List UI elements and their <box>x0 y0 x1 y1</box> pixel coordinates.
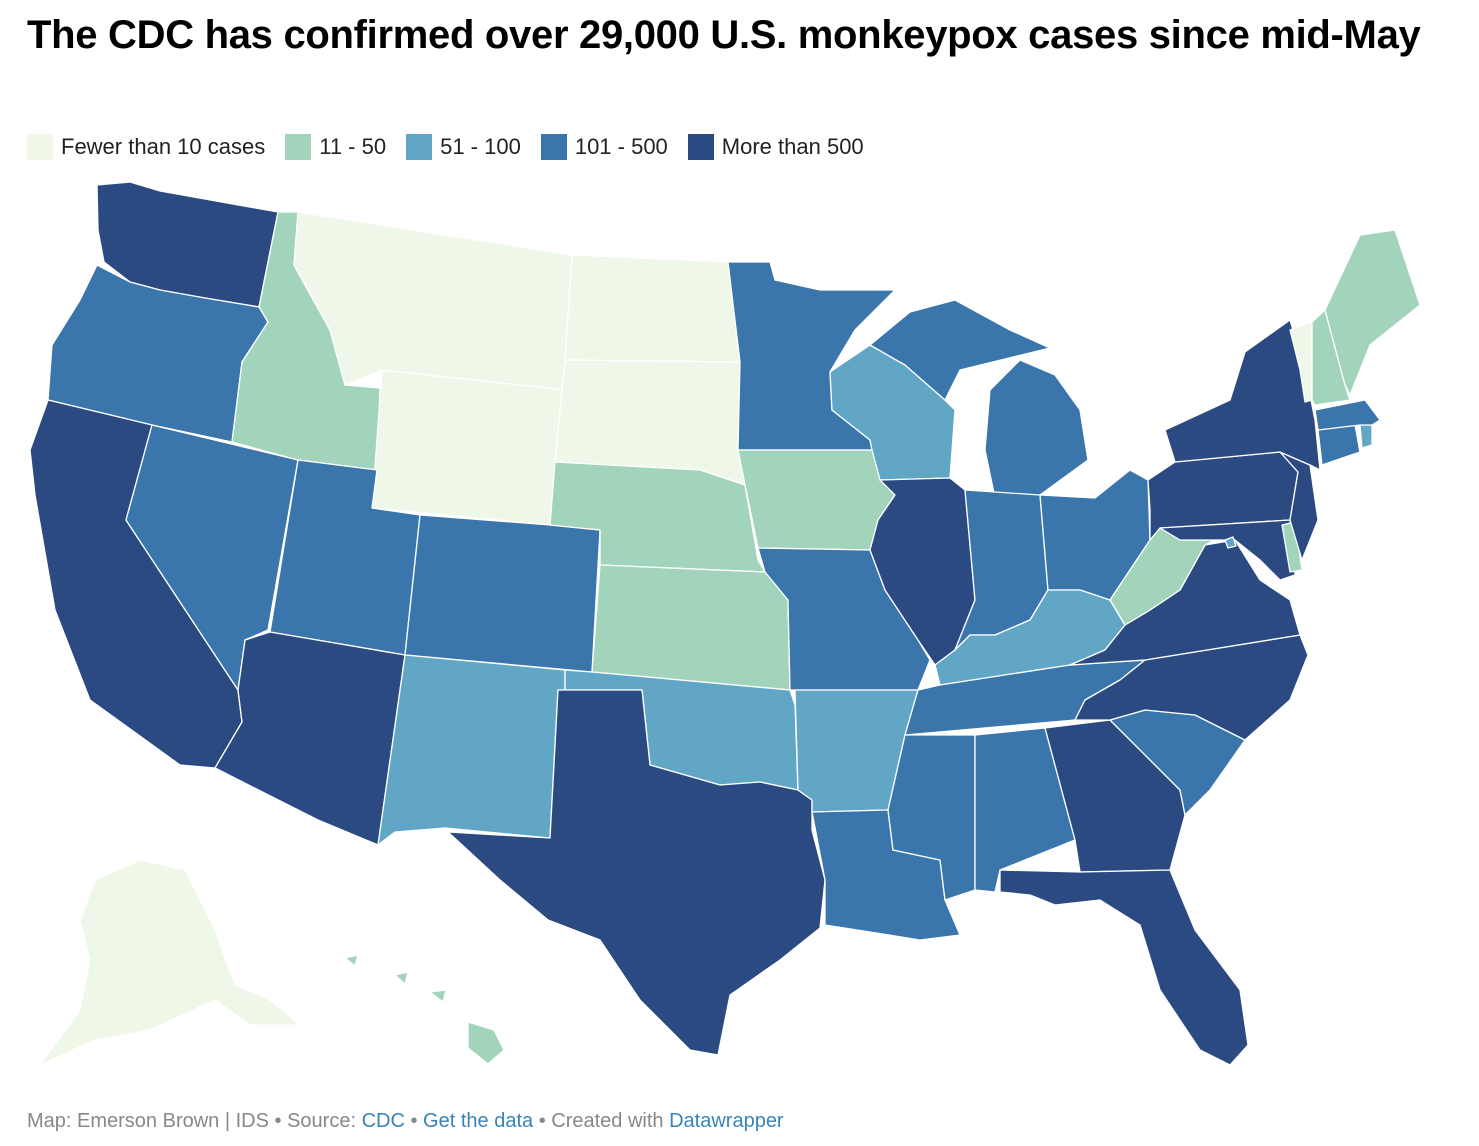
state-WY[interactable] <box>371 369 566 526</box>
legend-label: 101 - 500 <box>574 134 668 159</box>
footer: Map: Emerson Brown | IDS • Source: CDC •… <box>27 1110 784 1133</box>
legend-swatch <box>27 134 53 160</box>
state-FL[interactable] <box>999 869 1249 1066</box>
state-CT[interactable] <box>1317 424 1361 466</box>
state-CO[interactable] <box>404 514 601 673</box>
datawrapper-link[interactable]: Datawrapper <box>669 1110 784 1132</box>
state-NM[interactable] <box>377 654 566 846</box>
legend-swatch <box>406 134 433 160</box>
state-AK[interactable] <box>39 859 301 1066</box>
source-link[interactable]: CDC <box>361 1110 405 1132</box>
state-AZ[interactable] <box>214 631 406 846</box>
state-RI[interactable] <box>1359 424 1373 449</box>
legend-swatch <box>285 134 312 160</box>
state-IL[interactable] <box>869 477 976 666</box>
chart-title: The CDC has confirmed over 29,000 U.S. m… <box>27 13 1421 57</box>
legend-item-more-than-500: More than 500 <box>687 134 864 160</box>
state-MI[interactable] <box>869 299 1089 499</box>
legend-item-11-50: 11 - 50 <box>285 134 386 160</box>
separator: • <box>410 1110 418 1132</box>
source-prefix: • Source: <box>274 1110 356 1132</box>
state-ND[interactable] <box>564 254 741 363</box>
legend-label: 51 - 100 <box>440 134 521 159</box>
state-IA[interactable] <box>737 449 896 551</box>
state-DC[interactable] <box>1224 536 1237 549</box>
state-HI[interactable] <box>344 954 505 1065</box>
state-TX[interactable] <box>447 689 826 1056</box>
legend-label: 11 - 50 <box>319 134 387 159</box>
legend: Fewer than 10 cases 11 - 50 51 - 100 101… <box>27 134 884 160</box>
legend-swatch <box>687 134 714 160</box>
legend-item-51-100: 51 - 100 <box>406 134 521 160</box>
map-credit: Map: Emerson Brown | IDS <box>27 1110 269 1132</box>
get-data-link[interactable]: Get the data <box>423 1110 534 1132</box>
legend-label: Fewer than 10 cases <box>61 134 266 159</box>
legend-label: More than 500 <box>721 134 864 159</box>
state-ME[interactable] <box>1324 229 1421 396</box>
state-VT[interactable] <box>1289 321 1313 403</box>
legend-item-101-500: 101 - 500 <box>540 134 668 160</box>
state-KS[interactable] <box>591 564 791 691</box>
legend-item-fewer-than-10: Fewer than 10 cases <box>27 134 265 160</box>
created-prefix: • Created with <box>538 1110 664 1132</box>
state-MA[interactable] <box>1314 399 1381 431</box>
legend-swatch <box>540 134 567 160</box>
state-NC[interactable] <box>1074 634 1309 741</box>
